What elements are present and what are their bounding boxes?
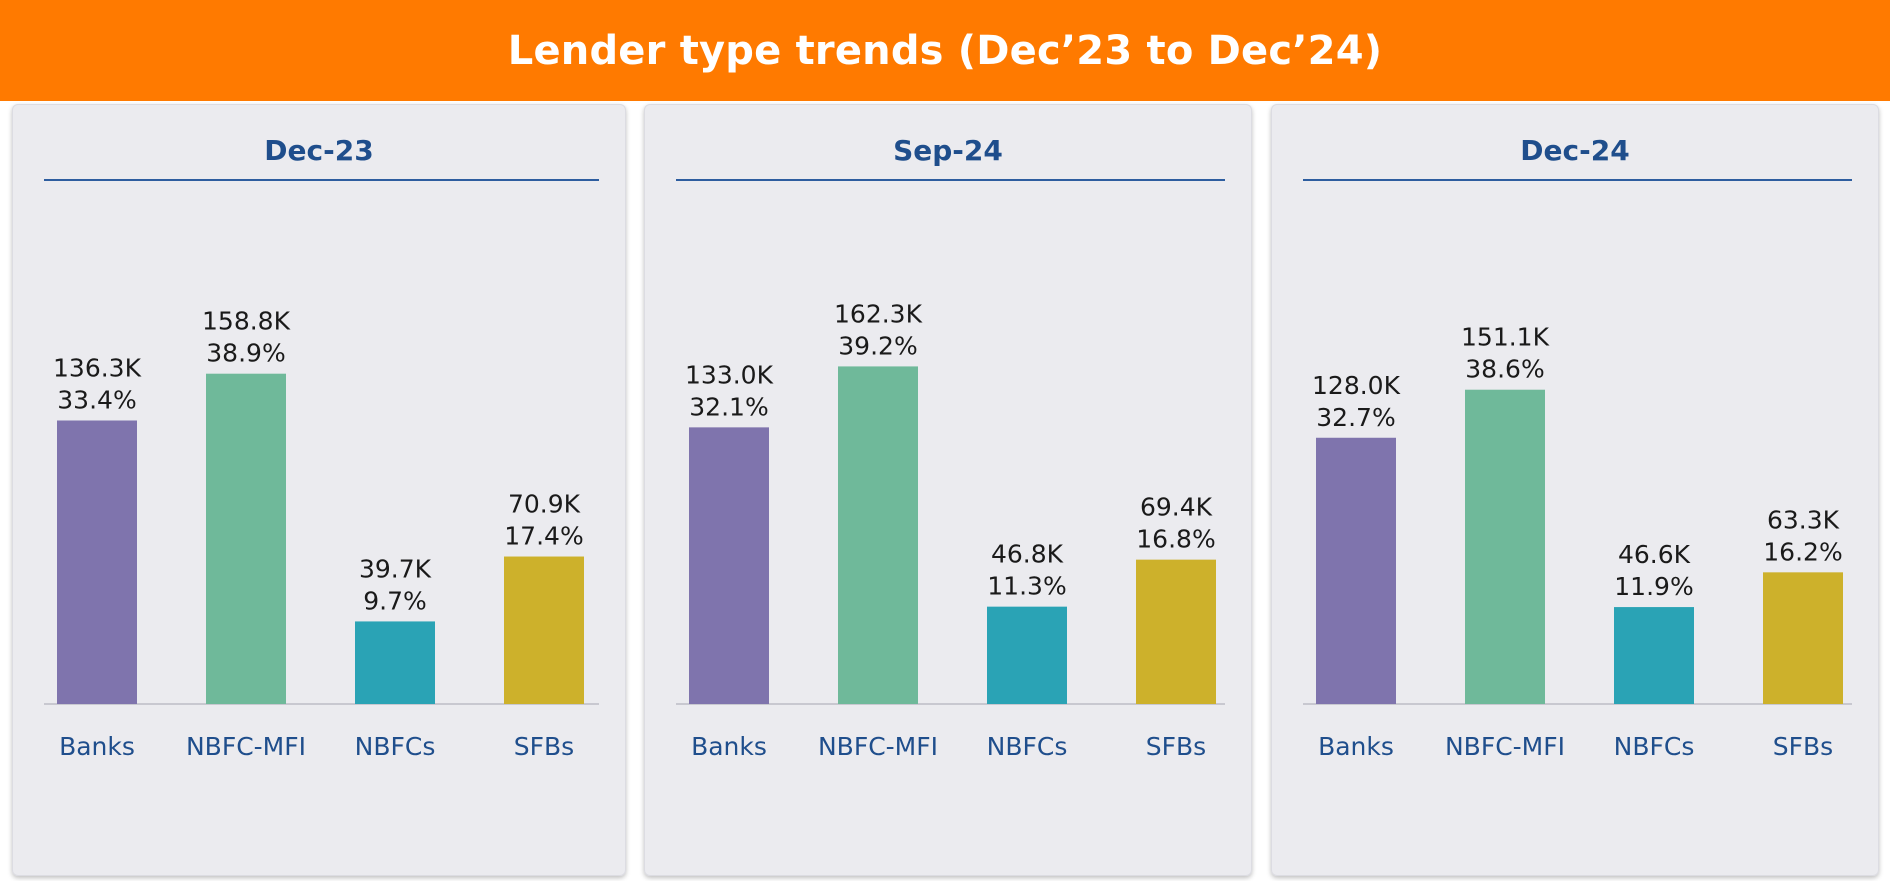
value-label-sfbs: 69.4K: [1140, 493, 1213, 522]
category-label-banks: Banks: [691, 732, 767, 761]
bar-sfbs: [504, 556, 584, 704]
category-label-sfbs: SFBs: [1773, 732, 1833, 761]
category-label-sfbs: SFBs: [514, 732, 574, 761]
bar-nbfc-mfi: [838, 366, 918, 704]
bar-nbfcs: [1614, 607, 1694, 704]
chart-panel-sep-24: Sep-24 133.0K 32.1% Banks 162.3K 39.2% NBFC-M…: [644, 104, 1252, 876]
bar-nbfcs: [987, 606, 1067, 704]
category-label-banks: Banks: [1318, 732, 1394, 761]
panel-divider: [676, 179, 1225, 181]
bar-nbfc-mfi: [206, 373, 286, 704]
share-label-sfbs: 16.8%: [1136, 525, 1215, 554]
bar-chart-dec-24: 128.0K 32.7% Banks 151.1K 38.6% NBFC-MFI 46.6K…: [1303, 323, 1852, 761]
share-label-banks: 32.7%: [1316, 403, 1395, 432]
panel-divider: [1303, 179, 1852, 181]
share-label-nbfcs: 9.7%: [363, 586, 427, 615]
share-label-sfbs: 17.4%: [504, 522, 583, 551]
category-label-nbfc-mfi: NBFC-MFI: [818, 732, 938, 761]
share-label-banks: 33.4%: [57, 385, 136, 414]
chart-panel-dec-24: Dec-24 128.0K 32.7% Banks 151.1K 38.6% NBFC-M…: [1271, 104, 1879, 876]
share-label-nbfc-mfi: 39.2%: [838, 331, 917, 360]
share-label-sfbs: 16.2%: [1763, 537, 1842, 566]
panel-divider: [44, 179, 599, 181]
category-label-nbfcs: NBFCs: [987, 732, 1068, 761]
value-label-nbfcs: 46.6K: [1618, 540, 1691, 569]
bar-nbfcs: [355, 621, 435, 704]
value-label-nbfcs: 46.8K: [991, 540, 1064, 569]
value-label-nbfc-mfi: 151.1K: [1461, 323, 1550, 352]
chart-panel-dec-23: Dec-23 136.3K 33.4% Banks 158.8K 38.9% NBFC-M…: [12, 104, 626, 876]
panel-title: Dec-24: [1520, 134, 1630, 167]
share-label-banks: 32.1%: [689, 392, 768, 421]
page-title: Lender type trends (Dec’23 to Dec’24): [507, 27, 1383, 74]
category-label-nbfc-mfi: NBFC-MFI: [1445, 732, 1565, 761]
category-label-sfbs: SFBs: [1146, 732, 1206, 761]
value-label-banks: 136.3K: [53, 353, 142, 382]
panel-title: Dec-23: [264, 134, 374, 167]
category-label-nbfcs: NBFCs: [355, 732, 436, 761]
panel-title: Sep-24: [893, 134, 1003, 167]
bar-banks: [1316, 437, 1396, 704]
bar-chart-sep-24: 133.0K 32.1% Banks 162.3K 39.2% NBFC-MFI 46.8K…: [676, 299, 1225, 761]
share-label-nbfcs: 11.3%: [987, 572, 1066, 601]
category-label-nbfcs: NBFCs: [1614, 732, 1695, 761]
bar-sfbs: [1763, 572, 1843, 704]
value-label-banks: 128.0K: [1312, 371, 1401, 400]
category-label-nbfc-mfi: NBFC-MFI: [186, 732, 306, 761]
value-label-nbfcs: 39.7K: [359, 554, 432, 583]
value-label-nbfc-mfi: 162.3K: [834, 299, 923, 328]
share-label-nbfcs: 11.9%: [1614, 572, 1693, 601]
bar-banks: [57, 420, 137, 704]
value-label-banks: 133.0K: [685, 360, 774, 389]
value-label-sfbs: 63.3K: [1767, 505, 1840, 534]
bar-nbfc-mfi: [1465, 389, 1545, 704]
bar-banks: [689, 427, 769, 704]
value-label-nbfc-mfi: 158.8K: [202, 307, 291, 336]
category-label-banks: Banks: [59, 732, 135, 761]
header-banner: Lender type trends (Dec’23 to Dec’24): [0, 0, 1890, 101]
bar-chart-dec-23: 136.3K 33.4% Banks 158.8K 38.9% NBFC-MFI 39.7K…: [44, 307, 599, 761]
share-label-nbfc-mfi: 38.9%: [206, 339, 285, 368]
bar-sfbs: [1136, 559, 1216, 704]
share-label-nbfc-mfi: 38.6%: [1465, 355, 1544, 384]
value-label-sfbs: 70.9K: [508, 490, 581, 519]
